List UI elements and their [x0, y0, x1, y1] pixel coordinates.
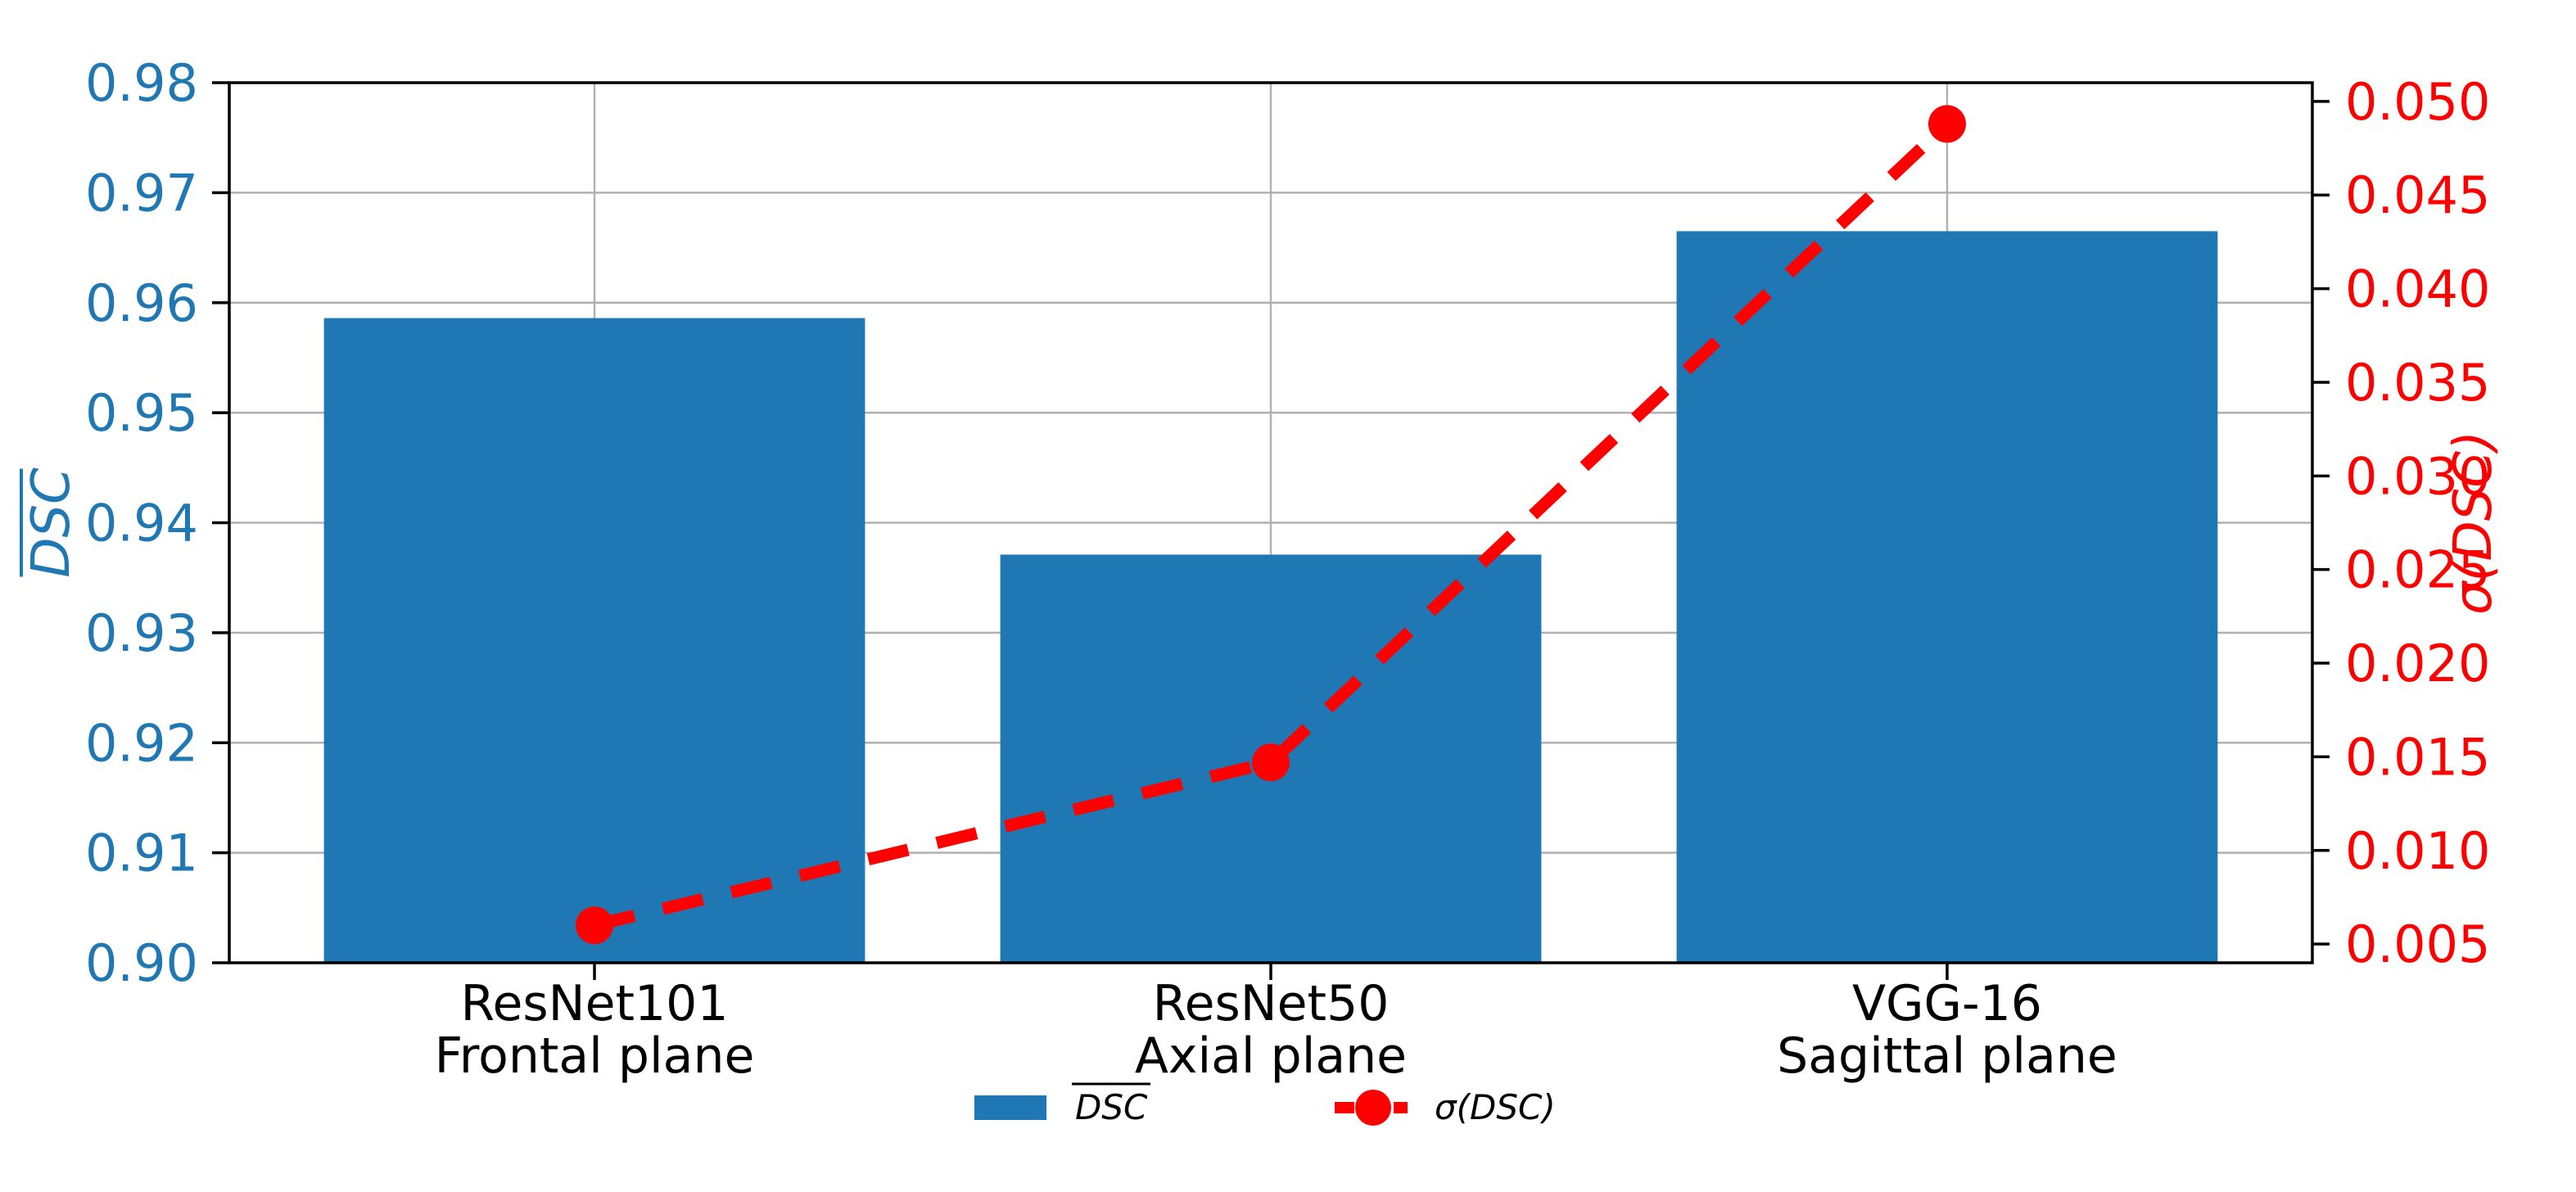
left-tick-label: 0.96	[85, 273, 198, 333]
left-tick-label: 0.98	[85, 53, 198, 113]
legend-label-sigma: σ(DSC)	[1435, 1087, 1556, 1127]
sigma-marker-resnet101	[576, 906, 614, 945]
category-label-line1: ResNet101	[461, 975, 729, 1032]
left-tick-label: 0.91	[85, 824, 198, 883]
right-tick-label: 0.050	[2345, 72, 2491, 132]
category-label-line1: ResNet50	[1153, 975, 1390, 1032]
right-tick-label: 0.005	[2345, 914, 2491, 974]
left-tick-label: 0.90	[85, 933, 198, 993]
left-tick-label: 0.93	[85, 603, 198, 663]
right-tick-label: 0.025	[2345, 540, 2491, 600]
category-label-line2: Sagittal plane	[1777, 1027, 2117, 1085]
left-tick-label: 0.97	[85, 163, 198, 223]
left-tick-label: 0.94	[85, 494, 198, 553]
sigma-marker-resnet50	[1252, 743, 1290, 782]
bar-vgg16	[1676, 231, 2218, 963]
right-tick-label: 0.030	[2345, 446, 2491, 506]
sigma-marker-vgg16	[1927, 105, 1966, 143]
legend: DSC σ(DSC)	[974, 1082, 1556, 1127]
category-label-line2: Axial plane	[1135, 1027, 1407, 1085]
right-tick-label: 0.045	[2345, 165, 2491, 225]
right-tick-label: 0.010	[2345, 821, 2491, 881]
legend-circle-marker	[1355, 1090, 1391, 1126]
right-tick-label: 0.015	[2345, 727, 2491, 787]
legend-label-dsc: DSC	[1075, 1087, 1148, 1127]
right-tick-label: 0.040	[2345, 260, 2491, 319]
legend-bar-swatch	[974, 1095, 1046, 1120]
right-axis-label: σ(DSC)	[2443, 431, 2504, 615]
left-axis-label-group: DSC	[20, 467, 82, 578]
category-label-line2: Frontal plane	[435, 1027, 755, 1085]
left-tick-label: 0.92	[85, 713, 198, 773]
left-tick-label: 0.95	[85, 383, 198, 443]
right-tick-label: 0.020	[2345, 634, 2491, 693]
tick-marks	[212, 81, 2330, 980]
right-tick-label: 0.035	[2345, 353, 2491, 413]
bar-resnet101	[323, 318, 865, 963]
right-axis-label-group: σ(DSC)	[2443, 431, 2504, 615]
category-label-line1: VGG-16	[1852, 975, 2042, 1032]
left-axis-label: DSC	[21, 467, 82, 578]
sigma-line	[593, 119, 1952, 932]
